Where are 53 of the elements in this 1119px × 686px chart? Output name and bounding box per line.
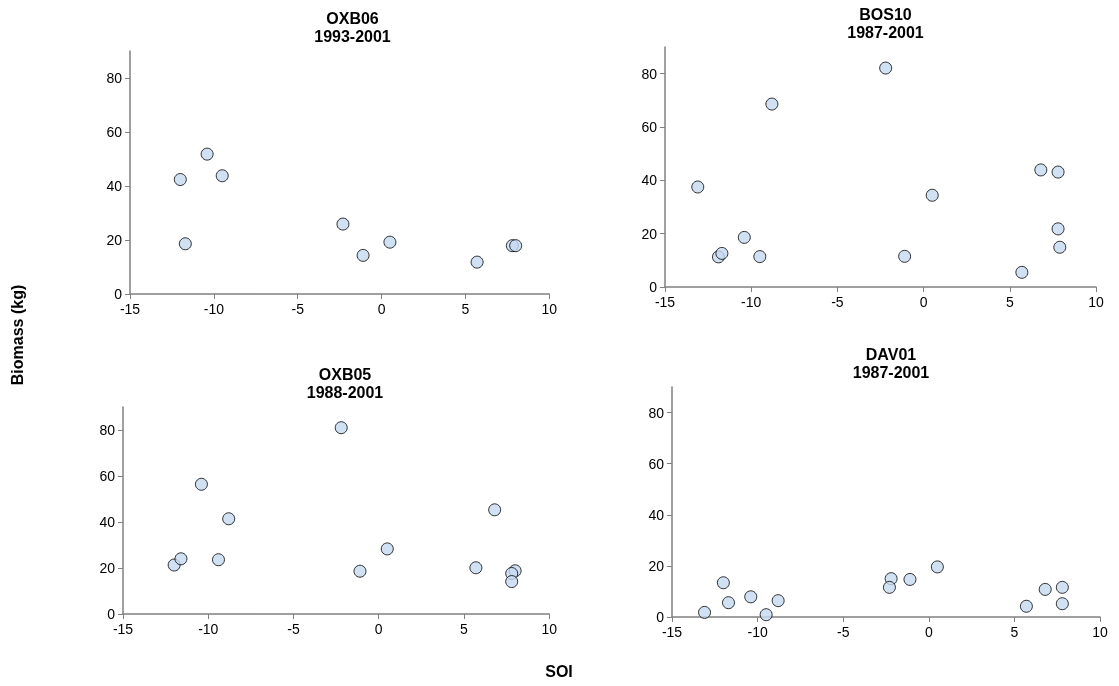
y-tick-label: 80 (641, 65, 658, 82)
chart-subtitle: 1993-2001 (314, 27, 391, 45)
x-tick-label: 5 (1005, 294, 1014, 310)
y-tick-label: 60 (648, 455, 665, 472)
x-tick-label: -15 (661, 624, 683, 640)
y-tick-label: 60 (641, 119, 658, 135)
y-tick-label: 20 (99, 560, 116, 576)
x-tick-label: -5 (287, 621, 300, 637)
x-tick-label: -10 (747, 624, 768, 640)
chart-subtitle: 1988-2001 (306, 383, 384, 401)
chart-subtitle: 1987-2001 (852, 363, 930, 381)
chart-subtitle: 1987-2001 (847, 23, 924, 41)
x-tick-label: 0 (924, 624, 933, 640)
y-tick-label: 40 (99, 514, 116, 530)
x-tick-label: 5 (1010, 624, 1019, 640)
x-tick-label: -15 (654, 294, 676, 310)
y-tick-label: 0 (649, 279, 658, 295)
chart-title: BOS10 (859, 5, 912, 23)
y-tick-label: 80 (648, 404, 665, 421)
y-tick-label: 20 (641, 225, 658, 242)
y-axis-title: Biomass (kg) (9, 284, 27, 386)
y-tick-label: 40 (106, 178, 123, 194)
y-tick-label: 0 (107, 606, 116, 622)
x-tick-label: 5 (461, 301, 470, 317)
x-tick-label: 5 (460, 621, 469, 637)
y-tick-label: 20 (106, 232, 123, 248)
x-tick-label: -5 (831, 294, 844, 310)
y-tick-label: 80 (99, 422, 116, 438)
x-axis-title: SOI (545, 663, 573, 681)
x-tick-label: 0 (377, 301, 386, 317)
x-tick-label: -5 (836, 624, 850, 640)
x-tick-label: -5 (291, 301, 305, 317)
x-tick-label: -15 (112, 621, 134, 637)
x-tick-label: 10 (541, 621, 558, 637)
x-tick-label: -15 (119, 301, 141, 317)
x-tick-label: -10 (203, 301, 225, 317)
y-tick-label: 0 (656, 609, 665, 625)
x-tick-label: -10 (741, 294, 762, 310)
y-tick-label: 20 (648, 557, 665, 574)
chart-title: OXB05 (318, 365, 372, 383)
chart-title: OXB06 (326, 9, 379, 27)
x-tick-label: 0 (374, 621, 383, 637)
x-tick-label: 10 (1088, 294, 1104, 310)
chart-title: DAV01 (865, 345, 917, 363)
y-tick-label: 40 (641, 172, 658, 189)
y-tick-label: 40 (648, 506, 665, 523)
y-tick-label: 60 (99, 468, 116, 484)
y-tick-label: 60 (106, 124, 123, 140)
y-tick-label: 80 (106, 70, 123, 86)
x-tick-label: 0 (919, 294, 928, 310)
x-tick-label: 10 (541, 301, 558, 317)
x-tick-label: 10 (1092, 624, 1108, 640)
x-tick-label: -10 (198, 621, 219, 637)
